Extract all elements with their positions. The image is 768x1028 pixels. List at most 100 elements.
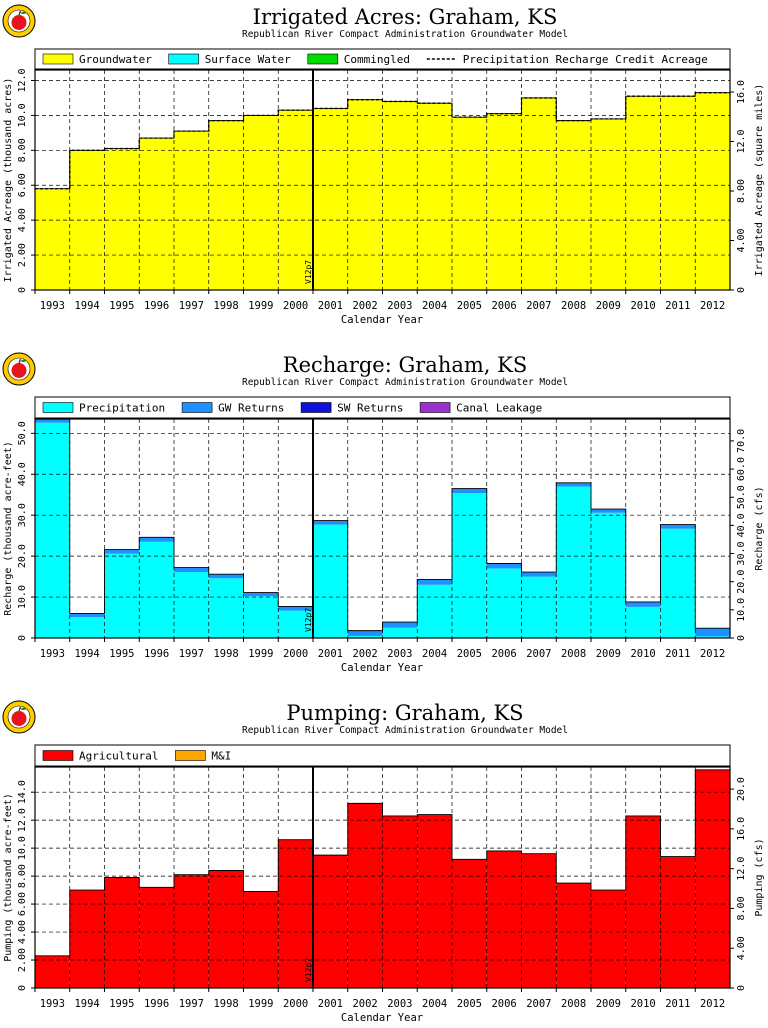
bar-gw-returns-1997 — [174, 567, 209, 573]
xtick-label-1994: 1994 — [74, 998, 99, 1010]
bar-groundwater-2002 — [347, 99, 383, 290]
y-axis-title-left: Irrigated Acreage (thousand acres) — [3, 78, 14, 283]
apple-seal-icon — [2, 4, 36, 38]
xtick-label-2008: 2008 — [561, 998, 586, 1010]
bar-gw-returns-2003 — [382, 622, 418, 628]
ytick-label-right-4: 12.0 — [736, 857, 747, 881]
xtick-label-2005: 2005 — [457, 998, 482, 1010]
ytick-label-left-3: 20.0 — [17, 544, 28, 568]
xtick-label-2002: 2002 — [352, 998, 377, 1010]
legend-label-1: Agricultural — [79, 750, 158, 763]
ytick-label-left-5: 8.00 — [17, 864, 28, 888]
xtick-label-2007: 2007 — [526, 648, 551, 660]
model-version-label: V12p7 — [304, 958, 313, 982]
legend-swatch-1 — [42, 53, 74, 65]
legend-swatch-2 — [168, 53, 199, 65]
xtick-label-1997: 1997 — [179, 998, 204, 1010]
xtick-label-2012: 2012 — [700, 998, 725, 1010]
xtick-label-2005: 2005 — [457, 648, 482, 660]
bar-groundwater-2006 — [486, 113, 522, 291]
bar-groundwater-2008 — [556, 120, 591, 290]
bar-agricultural-2003 — [382, 815, 418, 988]
bar-precipitation-1997 — [174, 572, 209, 638]
ytick-label-right-2: 4.00 — [736, 936, 747, 960]
xtick-label-1998: 1998 — [213, 648, 238, 660]
xtick-label-1999: 1999 — [248, 648, 273, 660]
bar-gw-returns-2010 — [625, 601, 661, 607]
xtick-label-2011: 2011 — [665, 300, 690, 312]
bar-precipitation-2010 — [625, 606, 661, 638]
xtick-label-2012: 2012 — [700, 300, 725, 312]
chart-title: Recharge: Graham, KS — [283, 353, 527, 377]
bar-precipitation-2012 — [695, 636, 730, 638]
bar-gw-returns-2004 — [417, 579, 452, 585]
bar-gw-returns-2006 — [486, 563, 522, 569]
xtick-label-1998: 1998 — [213, 300, 238, 312]
logo-stem — [18, 10, 22, 16]
xtick-label-1995: 1995 — [109, 998, 134, 1010]
legend-swatch-3 — [307, 53, 339, 65]
bar-groundwater-2003 — [382, 101, 418, 290]
ytick-label-left-6: 10.0 — [17, 103, 28, 127]
legend-label-2: Surface Water — [205, 53, 291, 66]
legend-label-3: SW Returns — [337, 402, 403, 415]
legend-box — [34, 744, 731, 767]
bar-agricultural-1994 — [69, 890, 105, 988]
chart-subtitle: Republican River Compact Administration … — [242, 29, 568, 40]
chart-title: Irrigated Acres: Graham, KS — [253, 5, 558, 29]
xtick-label-1993: 1993 — [40, 648, 65, 660]
bar-agricultural-2006 — [486, 850, 522, 988]
ytick-label-left-2: 2.00 — [17, 243, 28, 267]
y-axis-title-left: Recharge (thousand acre-feet) — [3, 441, 14, 616]
bar-gw-returns-2001 — [313, 520, 348, 525]
xtick-label-1994: 1994 — [74, 648, 99, 660]
bar-gw-returns-1993 — [35, 419, 70, 423]
xtick-label-1994: 1994 — [74, 300, 99, 312]
ytick-label-left-1: 0 — [17, 985, 28, 991]
ytick-label-left-8: 14.0 — [17, 780, 28, 804]
logo-apple — [11, 363, 27, 378]
xtick-label-2010: 2010 — [630, 648, 655, 660]
bar-gw-returns-1999 — [243, 592, 279, 597]
apple-seal-icon — [2, 700, 36, 734]
legend-swatch-1 — [42, 750, 74, 761]
xtick-label-2009: 2009 — [596, 998, 621, 1010]
xtick-label-2006: 2006 — [491, 300, 516, 312]
xtick-label-2007: 2007 — [526, 998, 551, 1010]
logo-leaf — [20, 707, 27, 710]
bar-gw-returns-1994 — [69, 613, 105, 618]
apple-seal-icon — [2, 352, 36, 386]
bar-groundwater-2004 — [417, 103, 452, 290]
xtick-label-2003: 2003 — [387, 648, 412, 660]
logo-stem — [18, 358, 22, 364]
y-axis-title-left: Pumping (thousand acre-feet) — [3, 793, 14, 962]
bar-groundwater-2001 — [313, 108, 348, 291]
y-axis-title-right: Irrigated Acreage (square miles) — [754, 84, 765, 277]
ytick-label-left-3: 4.00 — [17, 920, 28, 944]
ytick-label-right-2: 10.0 — [736, 598, 747, 622]
xtick-label-1995: 1995 — [109, 300, 134, 312]
legend-swatch-2 — [175, 750, 206, 761]
bar-gw-returns-2002 — [347, 630, 383, 636]
bar-groundwater-2009 — [591, 118, 626, 290]
bar-gw-returns-2011 — [660, 524, 696, 529]
legend-label-2: M&I — [211, 750, 231, 763]
line-precip-credit-acreage — [35, 92, 730, 190]
chart-subtitle: Republican River Compact Administration … — [242, 725, 568, 736]
ytick-label-right-3: 8.00 — [736, 179, 747, 203]
ytick-label-left-4: 30.0 — [17, 503, 28, 527]
ytick-label-left-4: 6.00 — [17, 173, 28, 197]
legend-label-2: GW Returns — [218, 402, 284, 415]
bar-agricultural-2007 — [521, 853, 557, 988]
xtick-label-1993: 1993 — [40, 998, 65, 1010]
x-axis-title: Calendar Year — [341, 1012, 423, 1024]
ytick-label-right-1: 0 — [736, 985, 747, 991]
xtick-label-1996: 1996 — [144, 300, 169, 312]
bar-gw-returns-1996 — [139, 537, 174, 542]
ytick-label-right-5: 16.0 — [736, 80, 747, 104]
ytick-label-left-2: 10.0 — [17, 585, 28, 609]
bar-groundwater-1998 — [208, 120, 244, 290]
chart-title: Pumping: Graham, KS — [286, 701, 523, 725]
